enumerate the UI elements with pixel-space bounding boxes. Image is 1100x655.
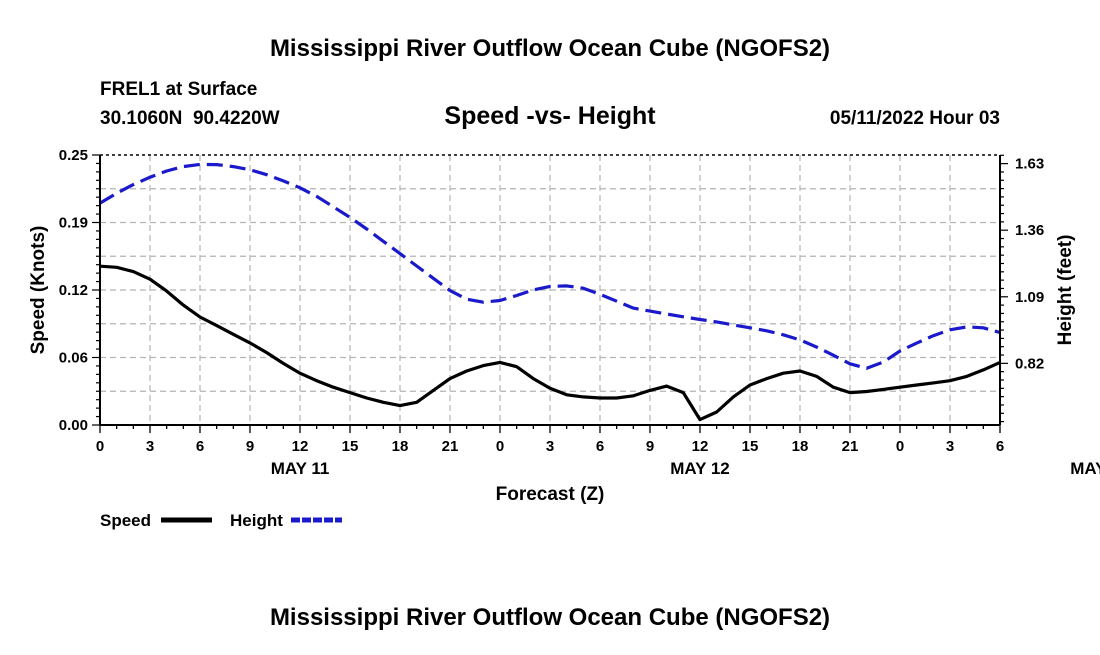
location-label: 30.1060N 90.4220W — [100, 108, 280, 129]
x-tick-label: 6 — [596, 438, 604, 455]
grid — [100, 155, 1000, 425]
x-tick-label: 9 — [646, 438, 654, 455]
legend-label-height: Height — [230, 511, 283, 530]
y-tick-label-right: 1.63 — [1015, 156, 1044, 173]
repeated-chart-title: Mississippi River Outflow Ocean Cube (NG… — [270, 604, 830, 631]
chart-title: Mississippi River Outflow Ocean Cube (NG… — [270, 35, 830, 62]
y-tick-label-left: 0.25 — [59, 147, 88, 164]
y-tick-label-left: 0.00 — [59, 417, 88, 434]
x-tick-label: 21 — [842, 438, 859, 455]
tick-labels: 0 3 6 9 12 15 18 21 0 3 6 9 12 15 18 21 0 3 6 MAY 11 MAY 12 M… — [59, 147, 1100, 478]
x-tick-label: 21 — [442, 438, 459, 455]
legend-label-speed: Speed — [100, 511, 151, 530]
x-tick-label: 3 — [546, 438, 554, 455]
x-tick-label: 12 — [292, 438, 309, 455]
x-tick-label: 12 — [692, 438, 709, 455]
x-tick-label: 0 — [96, 438, 104, 455]
tick-marks — [92, 154, 1008, 433]
y-tick-label-left: 0.19 — [59, 215, 88, 232]
x-tick-label: 18 — [792, 438, 809, 455]
x-tick-label: 6 — [996, 438, 1004, 455]
series-lines — [99, 162, 1001, 422]
x-tick-label: 0 — [896, 438, 904, 455]
y-tick-label-right: 0.82 — [1015, 355, 1044, 372]
series-line-speed — [99, 264, 1001, 422]
x-tick-label: 15 — [342, 438, 359, 455]
station-label: FREL1 at Surface — [100, 79, 257, 100]
y-axis-title-right: Height (feet) — [1055, 235, 1076, 346]
x-tick-label: 0 — [496, 438, 504, 455]
x-date-label: MAY 13 — [1070, 459, 1100, 478]
x-tick-label: 3 — [946, 438, 954, 455]
y-tick-label-left: 0.06 — [59, 350, 88, 367]
legend: Speed Height — [100, 511, 342, 530]
y-tick-label-right: 1.36 — [1015, 222, 1044, 239]
y-axis-title-left: Speed (Knots) — [28, 226, 49, 355]
x-tick-label: 6 — [196, 438, 204, 455]
x-tick-label: 3 — [146, 438, 154, 455]
series-line-height — [99, 162, 1001, 370]
x-tick-label: 18 — [392, 438, 409, 455]
x-tick-label: 15 — [742, 438, 759, 455]
x-date-label: MAY 12 — [670, 459, 730, 478]
y-tick-label-right: 1.09 — [1015, 289, 1044, 306]
x-date-label: MAY 11 — [271, 459, 330, 478]
x-tick-label: 9 — [246, 438, 254, 455]
y-tick-label-left: 0.12 — [59, 282, 88, 299]
chart-subtitle: Speed -vs- Height — [444, 102, 656, 130]
datetime-label: 05/11/2022 Hour 03 — [830, 108, 1000, 129]
x-axis-title: Forecast (Z) — [496, 484, 605, 505]
